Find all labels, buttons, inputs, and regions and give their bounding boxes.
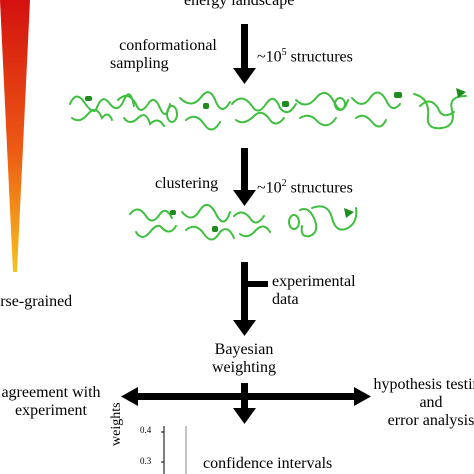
weights-plot-axis xyxy=(161,426,187,474)
helix-highlights-large xyxy=(85,88,466,109)
clustering-count-suffix: structures xyxy=(286,179,353,197)
bayesian-line2: weighting xyxy=(212,359,276,376)
weights-tick-0-4: 0.4 xyxy=(140,425,152,435)
structure-ensemble-small xyxy=(129,203,358,241)
sampling-count-base: ~10 xyxy=(257,48,282,66)
clustering-count-base: ~10 xyxy=(257,179,282,197)
sampling-label-line2: sampling xyxy=(110,55,169,72)
hypothesis-line1: hypothesis testing xyxy=(373,376,474,393)
helix-highlights-small xyxy=(170,208,354,232)
gradient-wedge xyxy=(0,0,30,272)
arrow-outputs xyxy=(121,383,371,424)
clustering-label: clustering xyxy=(155,175,219,192)
experimental-data-line1: experimental xyxy=(272,273,356,290)
arrow-sampling xyxy=(233,24,256,84)
sampling-label-line1: conformational xyxy=(119,37,217,54)
agreement-label: agreement with experiment xyxy=(0,384,122,420)
arrow-to-bayes xyxy=(233,262,268,336)
experimental-data-line2: data xyxy=(272,291,299,308)
hypothesis-line3: error analysis xyxy=(387,412,474,429)
clustering-count-exponent: 2 xyxy=(281,178,287,189)
agreement-line2: experiment xyxy=(15,402,87,419)
sampling-count-label: ~105 structures xyxy=(257,44,353,66)
bayesian-line1: Bayesian xyxy=(214,341,274,358)
hypothesis-line2: and xyxy=(419,394,443,411)
agreement-line1: agreement with xyxy=(1,384,101,401)
experimental-data-label: experimental data xyxy=(272,273,356,309)
bayesian-weighting-label: Bayesian weighting xyxy=(194,341,294,377)
coarse-grained-label: coarse-grained xyxy=(0,293,73,310)
sampling-count-exponent: 5 xyxy=(281,47,287,58)
hypothesis-label: hypothesis testing and error analysis xyxy=(361,376,474,430)
sampling-label: conformational sampling xyxy=(104,37,232,73)
confidence-intervals-label: confidence intervals xyxy=(203,455,333,472)
arrow-clustering xyxy=(233,148,256,206)
weights-axis-label: weights xyxy=(109,402,124,446)
energy-landscape-label: energy landscape xyxy=(184,0,295,9)
weights-tick-0-3: 0.3 xyxy=(140,456,152,466)
clustering-count-label: ~102 structures xyxy=(257,175,353,197)
sampling-count-suffix: structures xyxy=(286,48,353,66)
structure-ensemble-large xyxy=(69,91,467,131)
